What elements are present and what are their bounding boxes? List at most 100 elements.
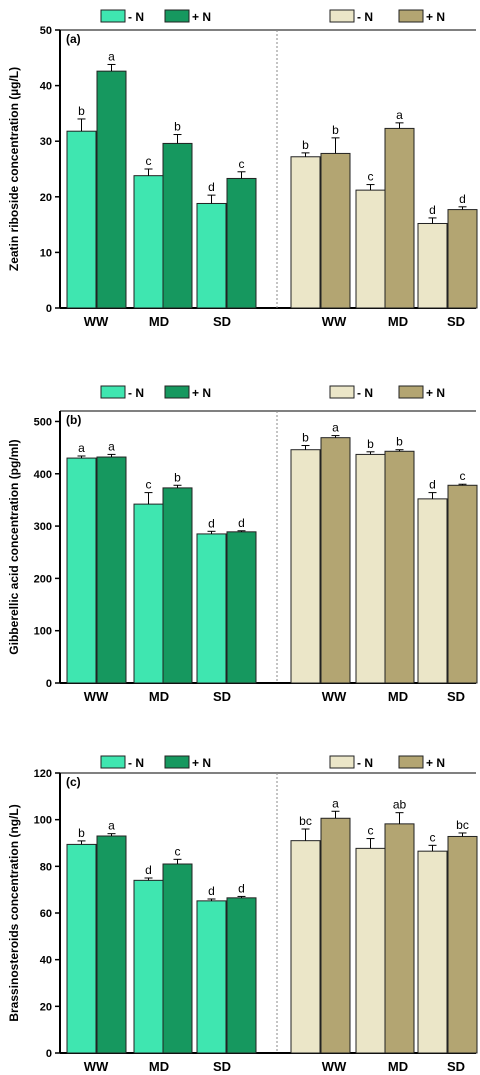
bar-minus-n — [355, 847, 386, 1054]
y-tick-label: 80 — [40, 861, 52, 873]
significance-letter: c — [368, 170, 374, 184]
bar-minus-n — [417, 222, 448, 309]
y-tick-label: 50 — [40, 25, 52, 37]
x-category-label: SD — [213, 689, 231, 704]
y-tick-label: 300 — [34, 521, 52, 533]
significance-letter: b — [78, 826, 85, 840]
x-category-label: WW — [322, 689, 347, 704]
y-tick-label: 100 — [34, 626, 52, 638]
significance-letter: c — [146, 478, 152, 492]
bar-minus-n — [196, 202, 227, 309]
significance-letter: c — [460, 469, 466, 483]
bar-plus-n — [447, 209, 478, 309]
bar-plus-n — [162, 863, 193, 1054]
bar-minus-n — [355, 453, 386, 684]
significance-letter: c — [239, 157, 245, 171]
x-category-label: SD — [447, 314, 465, 329]
significance-letter: b — [332, 123, 339, 137]
chart-panel-3: 0 20 40 60 80 100 120 Brassinosteroids concentr… — [7, 755, 478, 1074]
x-category-label: MD — [388, 1059, 408, 1074]
significance-letter: a — [78, 441, 85, 455]
panel-label: (a) — [66, 32, 81, 46]
bar-minus-n — [66, 457, 97, 684]
x-category-label: SD — [447, 1059, 465, 1074]
significance-letter: d — [208, 180, 215, 194]
legend-swatch-left-plus-n — [164, 755, 190, 769]
legend-label: - N — [128, 756, 144, 770]
legend-label: - N — [357, 756, 373, 770]
legend-swatch-right-plus-n — [398, 385, 424, 399]
bar-plus-n — [384, 127, 415, 309]
y-tick-label: 30 — [40, 136, 52, 148]
bar-minus-n — [290, 449, 321, 684]
significance-letter: b — [174, 470, 181, 484]
y-tick-label: 120 — [34, 768, 52, 780]
significance-letter: a — [332, 421, 339, 435]
significance-letter: d — [429, 203, 436, 217]
significance-letter: d — [459, 192, 466, 206]
significance-letter: c — [146, 154, 152, 168]
bar-plus-n — [447, 835, 478, 1054]
significance-letter: a — [332, 796, 339, 810]
significance-letter: d — [429, 478, 436, 492]
y-axis-title: Gibberellic acid concentration (pg/ml) — [7, 439, 21, 654]
bar-minus-n — [133, 175, 164, 309]
significance-letter: bc — [456, 818, 469, 832]
bar-minus-n — [290, 840, 321, 1054]
legend-swatch-right-minus-n — [329, 9, 355, 23]
y-tick-label: 100 — [34, 815, 52, 827]
significance-letter: a — [108, 439, 115, 453]
bar-plus-n — [226, 897, 257, 1054]
legend-swatch-right-plus-n — [398, 755, 424, 769]
legend-label: + N — [192, 10, 211, 24]
bar-plus-n — [384, 450, 415, 684]
bar-minus-n — [133, 503, 164, 684]
bar-plus-n — [226, 531, 257, 684]
legend-swatch-right-minus-n — [329, 385, 355, 399]
bar-minus-n — [417, 498, 448, 684]
significance-letter: d — [238, 516, 245, 530]
y-tick-label: 400 — [34, 469, 52, 481]
significance-letter: a — [108, 49, 115, 63]
x-category-label: MD — [149, 1059, 169, 1074]
legend-swatch-right-minus-n — [329, 755, 355, 769]
y-tick-label: 0 — [46, 678, 52, 690]
significance-letter: c — [430, 830, 436, 844]
legend-label: - N — [128, 10, 144, 24]
y-tick-label: 0 — [46, 303, 52, 315]
bar-plus-n — [320, 437, 351, 684]
bar-minus-n — [66, 130, 97, 309]
significance-letter: d — [208, 516, 215, 530]
x-category-label: WW — [84, 1059, 109, 1074]
y-tick-label: 40 — [40, 81, 52, 93]
significance-letter: b — [174, 120, 181, 134]
x-category-label: WW — [322, 1059, 347, 1074]
x-category-label: SD — [213, 1059, 231, 1074]
x-category-label: WW — [84, 689, 109, 704]
significance-letter: a — [108, 819, 115, 833]
significance-letter: b — [367, 437, 374, 451]
significance-letter: d — [145, 863, 152, 877]
y-tick-label: 0 — [46, 1048, 52, 1060]
significance-letter: d — [208, 884, 215, 898]
panel-label: (c) — [66, 775, 81, 789]
legend-swatch-left-plus-n — [164, 385, 190, 399]
x-category-label: MD — [149, 314, 169, 329]
bar-plus-n — [226, 177, 257, 309]
y-tick-label: 200 — [34, 573, 52, 585]
y-tick-label: 500 — [34, 416, 52, 428]
significance-letter: c — [368, 824, 374, 838]
panel-label: (b) — [66, 413, 81, 427]
bar-plus-n — [384, 823, 415, 1054]
legend-label: + N — [426, 10, 445, 24]
bar-minus-n — [133, 879, 164, 1054]
significance-letter: c — [175, 844, 181, 858]
bar-plus-n — [96, 456, 127, 684]
y-tick-label: 40 — [40, 955, 52, 967]
x-category-label: SD — [447, 689, 465, 704]
legend-swatch-left-minus-n — [100, 385, 126, 399]
legend-swatch-left-plus-n — [164, 9, 190, 23]
significance-letter: ab — [393, 798, 407, 812]
legend-label: - N — [357, 10, 373, 24]
legend-label: + N — [192, 756, 211, 770]
